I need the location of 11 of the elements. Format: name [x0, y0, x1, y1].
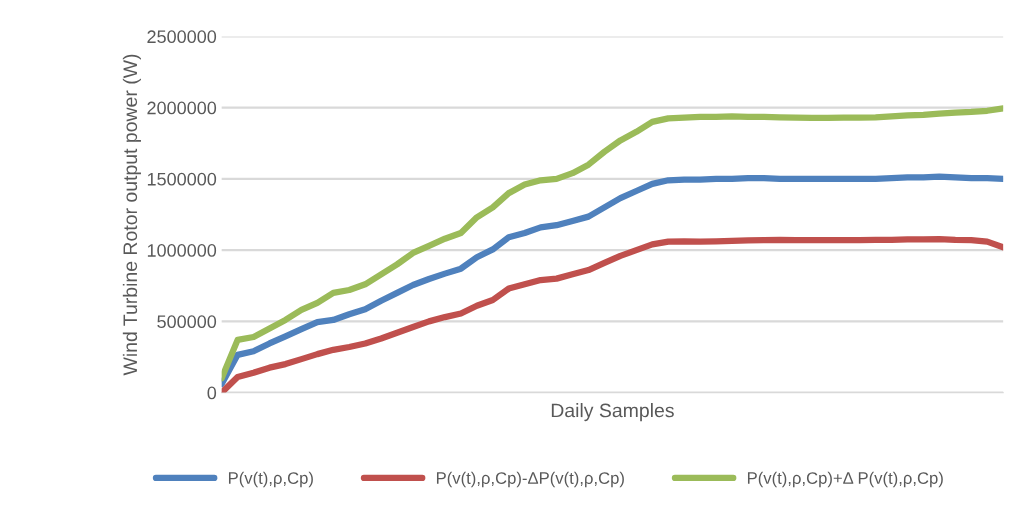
y-tick-label: 2000000	[147, 101, 217, 115]
y-tick-label: 500000	[157, 315, 217, 329]
y-tick-label: 1500000	[147, 172, 217, 186]
y-tick-label: 1000000	[147, 244, 217, 257]
legend-label: P(v(t),ρ,Cp)-ΔP(v(t),ρ,Cp)	[436, 471, 624, 488]
x-axis-title: Daily Samples	[551, 403, 674, 422]
y-axis-title: Wind Turbine Rotor output power (W)	[122, 54, 141, 376]
legend-label: P(v(t),ρ,Cp)+Δ P(v(t),ρ,Cp)	[747, 471, 943, 488]
legend-label: P(v(t),ρ,Cp)	[228, 471, 313, 488]
y-tick-label: 0	[207, 386, 217, 400]
y-tick-label: 2500000	[147, 30, 217, 44]
